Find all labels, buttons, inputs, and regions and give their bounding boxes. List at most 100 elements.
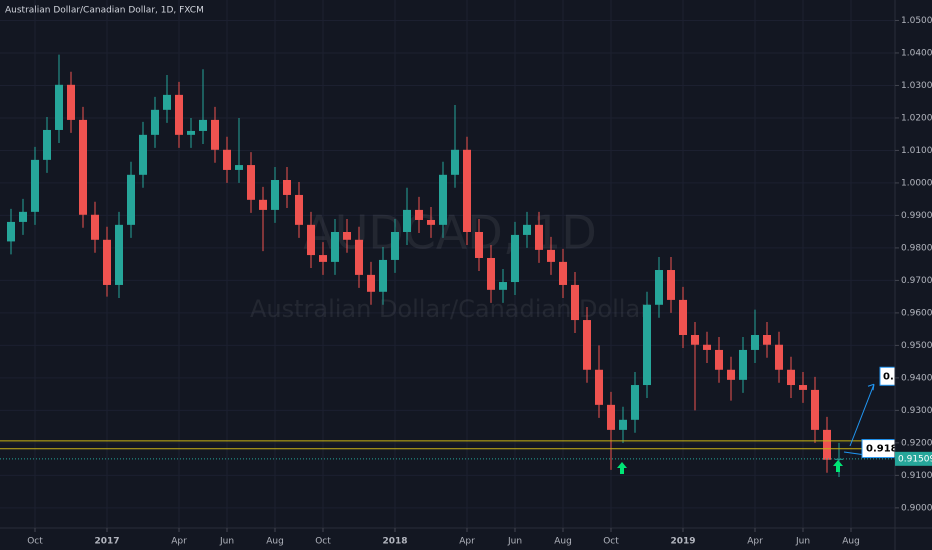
annotation-label: 0. bbox=[883, 371, 894, 382]
candle-body bbox=[283, 180, 291, 195]
candle-body bbox=[163, 94, 171, 110]
y-tick-label: 1.02000 bbox=[901, 113, 932, 123]
candle-body bbox=[571, 284, 579, 321]
candle-body bbox=[91, 214, 99, 240]
x-tick-label: Jun bbox=[219, 537, 234, 547]
candle-body bbox=[715, 349, 723, 370]
candle-body bbox=[811, 389, 819, 430]
candle-body bbox=[499, 282, 507, 290]
candle-body bbox=[607, 404, 615, 430]
candle-body bbox=[43, 129, 51, 160]
signal-arrow bbox=[617, 462, 627, 474]
candle-body bbox=[139, 134, 147, 175]
candle-body bbox=[619, 419, 627, 430]
y-tick-label: 1.05000 bbox=[901, 16, 932, 26]
candle-body bbox=[451, 149, 459, 175]
candle-body bbox=[211, 119, 219, 150]
candle-body bbox=[175, 94, 183, 135]
candle-body bbox=[295, 194, 303, 225]
candle-body bbox=[511, 234, 519, 283]
candle-body bbox=[319, 255, 327, 262]
annotation-line bbox=[843, 451, 863, 456]
candle-body bbox=[403, 209, 411, 232]
candle-body bbox=[223, 149, 231, 170]
candle-body bbox=[187, 130, 195, 135]
x-tick-label: Aug bbox=[842, 537, 860, 547]
candle-body bbox=[199, 119, 207, 131]
candle-body bbox=[787, 369, 795, 386]
candle-body bbox=[535, 224, 543, 250]
candle-body bbox=[439, 174, 447, 225]
y-tick-label: 1.01000 bbox=[901, 146, 932, 156]
candle-body bbox=[427, 219, 435, 225]
x-tick-label: Jun bbox=[795, 537, 810, 547]
candle-body bbox=[19, 211, 27, 222]
candle-body bbox=[259, 199, 267, 210]
overlays: 0.91825 0. bbox=[0, 366, 912, 474]
x-tick-label: Oct bbox=[315, 537, 331, 547]
x-tick-label: Oct bbox=[603, 537, 619, 547]
x-tick-label: Oct bbox=[27, 537, 43, 547]
candle-body bbox=[103, 239, 111, 285]
candle-body bbox=[367, 274, 375, 292]
candle-body bbox=[379, 259, 387, 292]
candle-body bbox=[31, 159, 39, 212]
x-tick-label: 2018 bbox=[382, 537, 407, 547]
candle-body bbox=[703, 344, 711, 350]
y-tick-label: 1.03000 bbox=[901, 81, 932, 91]
candle-body bbox=[67, 84, 75, 120]
last-price-box bbox=[895, 451, 932, 466]
candle-body bbox=[655, 270, 663, 305]
candle-body bbox=[115, 224, 123, 285]
x-tick-label: 2017 bbox=[94, 537, 119, 547]
x-tick-label: Aug bbox=[266, 537, 284, 547]
candle-body bbox=[391, 231, 399, 260]
candles bbox=[7, 54, 843, 477]
candle-body bbox=[415, 209, 423, 220]
candle-body bbox=[487, 257, 495, 290]
candle-body bbox=[595, 369, 603, 405]
candle-body bbox=[667, 270, 675, 300]
candle-body bbox=[343, 231, 351, 240]
x-tick-label: Jun bbox=[507, 537, 522, 547]
candle-body bbox=[583, 320, 591, 370]
candle-body bbox=[643, 304, 651, 386]
x-tick-label: Apr bbox=[459, 537, 475, 547]
last-price-label: 0.91509 bbox=[898, 454, 932, 464]
candle-body bbox=[235, 165, 243, 170]
y-tick-label: 1.00000 bbox=[901, 178, 932, 188]
x-tick-label: Apr bbox=[747, 537, 763, 547]
candle-body bbox=[271, 180, 279, 210]
annotation-label: 0.91825 bbox=[866, 444, 912, 455]
candle-body bbox=[547, 249, 555, 262]
watermark-subtitle: Australian Dollar/Canadian Dollar bbox=[250, 295, 650, 323]
chart-title: Australian Dollar/Canadian Dollar, 1D, F… bbox=[5, 6, 204, 16]
y-tick-label: 0.99000 bbox=[901, 211, 932, 221]
candle-body bbox=[79, 119, 87, 215]
candle-body bbox=[727, 369, 735, 380]
candle-body bbox=[355, 239, 363, 275]
candle-body bbox=[751, 334, 759, 350]
x-tick-label: Apr bbox=[171, 537, 187, 547]
candle-body bbox=[679, 299, 687, 335]
candle-body bbox=[7, 221, 15, 242]
candle-body bbox=[799, 385, 807, 390]
annotation-box bbox=[861, 439, 895, 459]
projection-arrow bbox=[849, 384, 875, 447]
annotation-box bbox=[879, 366, 895, 386]
y-tick-label: 1.04000 bbox=[901, 48, 932, 58]
candle-body bbox=[631, 385, 639, 420]
signal-arrow bbox=[833, 460, 843, 472]
candle-body bbox=[127, 174, 135, 225]
